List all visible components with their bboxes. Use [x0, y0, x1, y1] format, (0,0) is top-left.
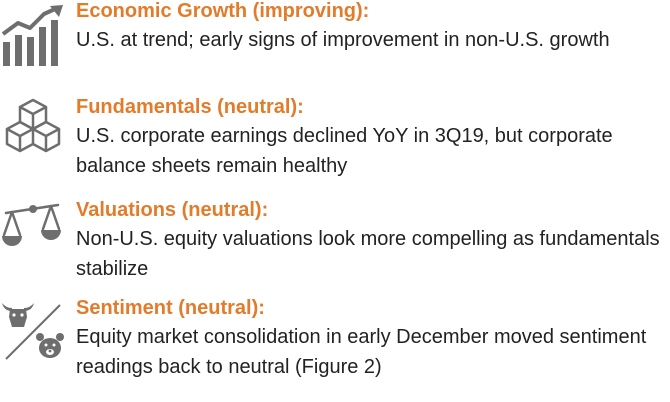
item-body: U.S. corporate earnings declined YoY in …	[76, 125, 613, 177]
item-heading: Fundamentals (neutral):	[76, 96, 304, 118]
item-body: Non-U.S. equity valuations look more com…	[76, 228, 660, 280]
item-heading: Economic Growth (improving):	[76, 0, 370, 22]
item-body: U.S. at trend; early signs of improvemen…	[76, 29, 610, 51]
bull-bear-icon	[0, 299, 66, 365]
stacked-cubes-icon	[0, 98, 66, 164]
item-body: Equity market consolidation in early Dec…	[76, 326, 647, 378]
bar-chart-growth-icon	[0, 4, 66, 70]
item-heading: Sentiment (neutral):	[76, 297, 265, 319]
balance-scale-icon	[0, 201, 66, 267]
item-heading: Valuations (neutral):	[76, 199, 269, 221]
